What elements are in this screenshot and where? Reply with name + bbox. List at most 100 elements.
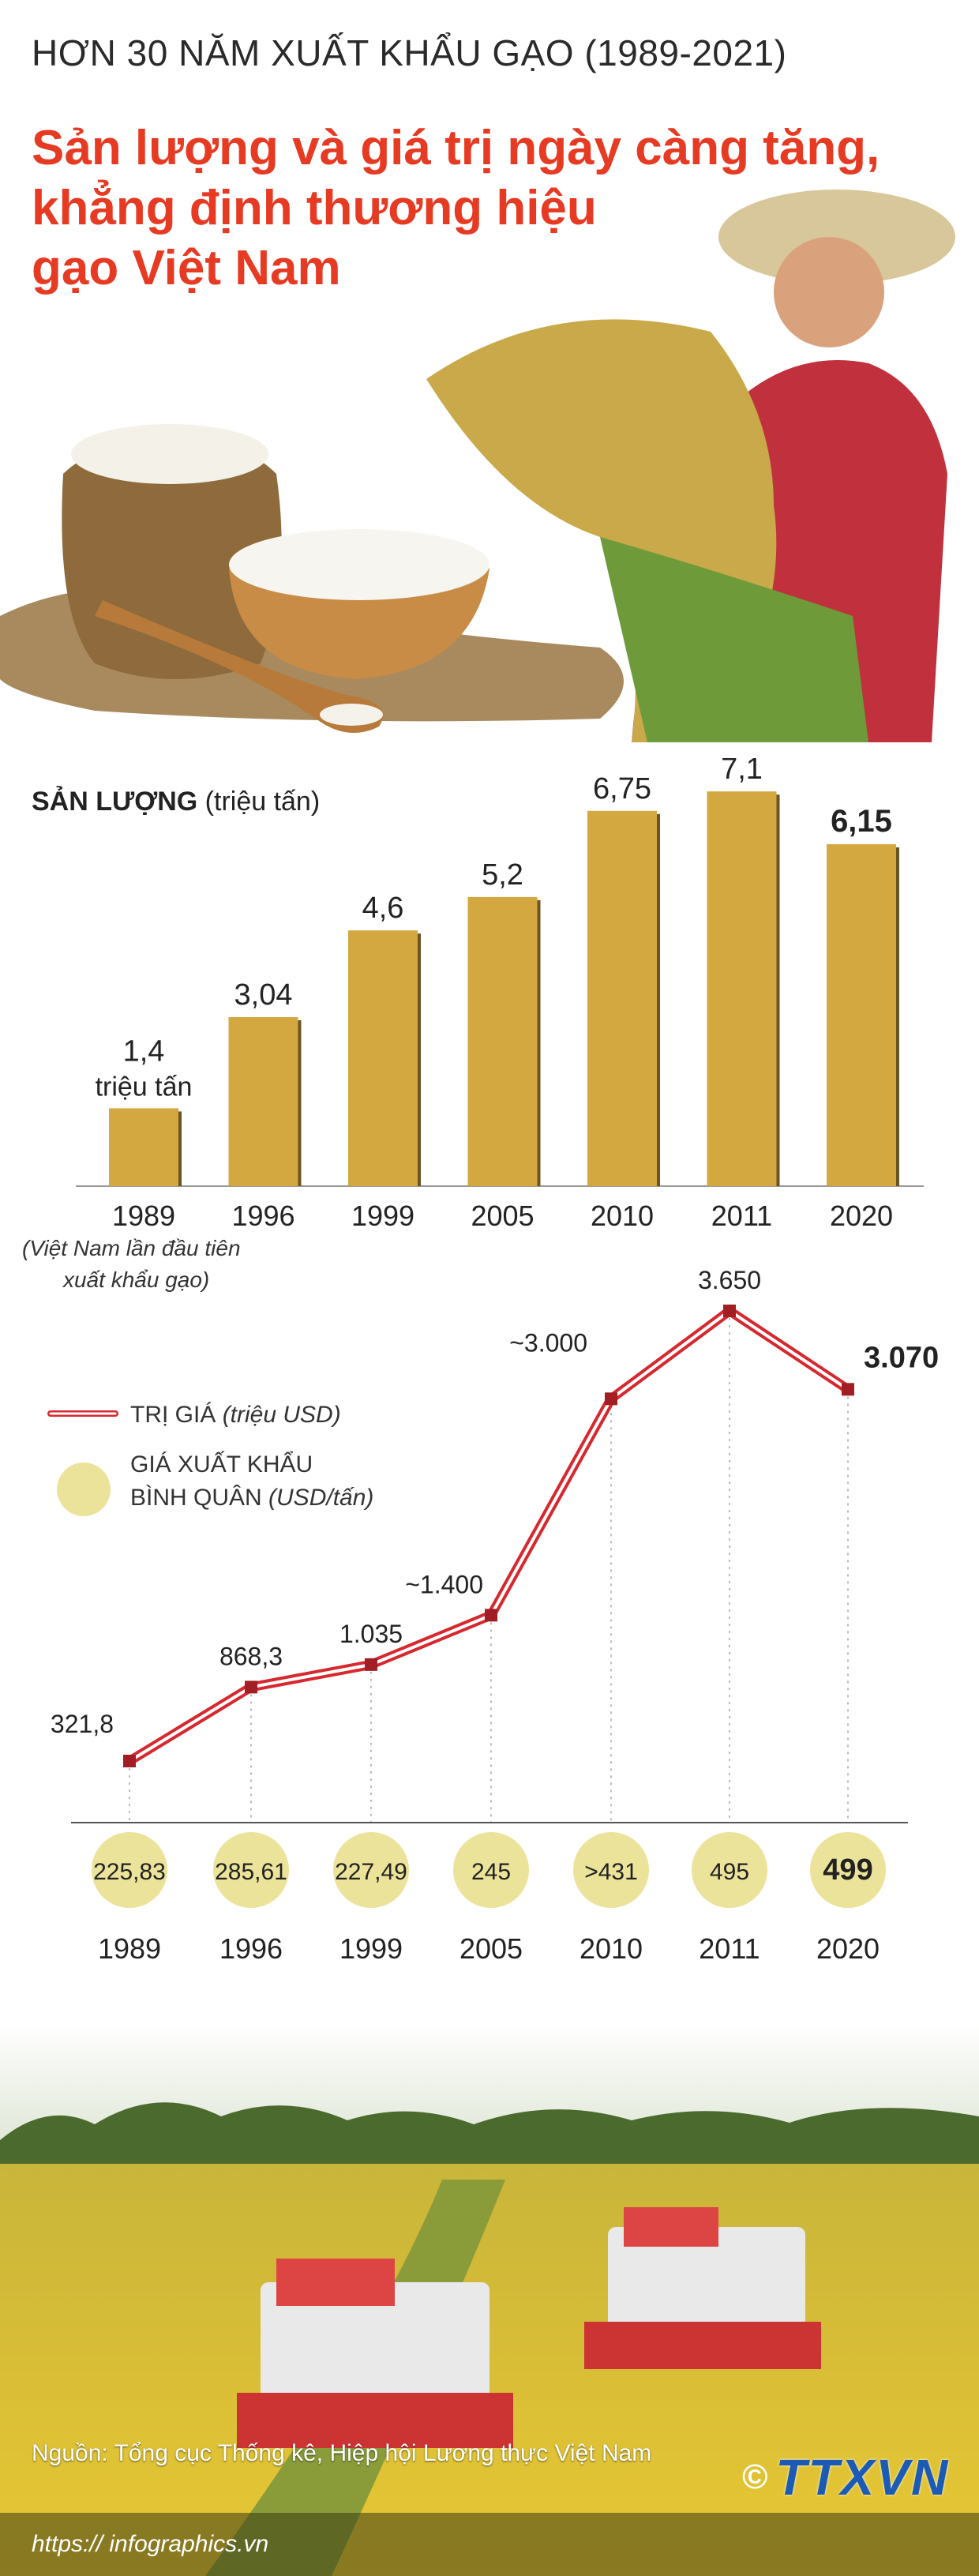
bar-1996 bbox=[228, 1016, 298, 1186]
price-circles-group: 225,83 285,61 227,49 245 >431 495 499 bbox=[92, 1832, 886, 1908]
first-export-note-line2: xuất khẩu gạo) bbox=[63, 1267, 210, 1292]
price-label: 227,49 bbox=[335, 1859, 407, 1885]
bar-1989 bbox=[109, 1108, 178, 1186]
bar-value-label: 1,4 bbox=[123, 1035, 165, 1068]
value-point-2011 bbox=[723, 1305, 736, 1317]
value-point-2010 bbox=[605, 1392, 617, 1406]
guide-lines-group bbox=[129, 1311, 849, 1823]
production-heading-bold: SẢN LƯỢNG bbox=[32, 787, 198, 817]
bar-year-label: 2020 bbox=[830, 1200, 893, 1232]
price-circle-2020 bbox=[810, 1832, 886, 1908]
value-legend-unit: (triệu USD) bbox=[222, 1402, 341, 1428]
conical-hat bbox=[718, 190, 955, 284]
bar-year-label: 1989 bbox=[112, 1200, 175, 1232]
value-line-group bbox=[125, 1306, 853, 1766]
title-line-2: khẳng định thương hiệu bbox=[32, 181, 597, 235]
bar-year-label: 1999 bbox=[351, 1200, 414, 1232]
value-line-outer bbox=[125, 1306, 853, 1766]
bar-2011 bbox=[707, 791, 777, 1186]
price-label: 495 bbox=[710, 1859, 749, 1885]
supertitle: HƠN 30 NĂM XUẤT KHẨU GẠO (1989-2021) bbox=[32, 32, 787, 73]
source-note: Nguồn: Tổng cục Thống kê, Hiệp hội Lương… bbox=[32, 2440, 652, 2466]
value-label: ~3.000 bbox=[509, 1328, 587, 1357]
site-url[interactable]: https:// infographics.vn bbox=[32, 2531, 269, 2557]
bar-2010 bbox=[587, 810, 657, 1186]
sack-rice-top bbox=[71, 424, 268, 484]
logo-text: TTXVN bbox=[775, 2449, 950, 2506]
value-label: 321,8 bbox=[51, 1710, 114, 1738]
bars-group: 1,4 triệu tấn 1989 3,04 1996 4,6 1999 5,2 2005 6,… bbox=[96, 758, 899, 1232]
bowl-rice bbox=[229, 529, 490, 600]
ttxvn-logo: © TTXVN bbox=[742, 2448, 949, 2507]
price-legend-unit: (USD/tấn) bbox=[268, 1485, 374, 1511]
price-label: >431 bbox=[584, 1859, 638, 1885]
value-year-label: 2005 bbox=[459, 1932, 523, 1965]
value-points-group bbox=[123, 1305, 854, 1767]
value-point-1989 bbox=[123, 1755, 136, 1767]
farmer-face bbox=[774, 237, 884, 347]
bar-year-label: 2005 bbox=[471, 1200, 534, 1232]
bar-2005 bbox=[467, 896, 538, 1186]
hero-illustration bbox=[0, 190, 955, 742]
price-circle-1989 bbox=[92, 1832, 167, 1908]
value-year-label: 1996 bbox=[219, 1932, 283, 1965]
title-line-1: Sản lượng và giá trị ngày càng tăng, bbox=[32, 121, 880, 175]
tree-line bbox=[0, 2102, 979, 2180]
bar-value-label: 7,1 bbox=[721, 758, 763, 786]
price-label: 499 bbox=[823, 1853, 872, 1887]
spoon-rice bbox=[320, 704, 383, 726]
value-label: ~1.400 bbox=[405, 1570, 483, 1598]
value-point-1999 bbox=[365, 1658, 377, 1671]
bar-value-label: 4,6 bbox=[362, 892, 404, 925]
value-point-1996 bbox=[245, 1680, 257, 1694]
value-year-label: 2011 bbox=[699, 1932, 760, 1965]
value-labels-group: 321,8 868,3 1.035~1.400 ~3.000 3.650 3.070 bbox=[51, 1266, 939, 1738]
bar-value-label: 6,75 bbox=[593, 772, 651, 805]
bar-value-label: 3,04 bbox=[234, 978, 293, 1012]
price-legend-line1: GIÁ XUẤT KHẨU bbox=[130, 1451, 313, 1478]
value-year-label: 2010 bbox=[580, 1932, 643, 1965]
value-label: 1.035 bbox=[339, 1620, 403, 1648]
value-label: 868,3 bbox=[219, 1642, 283, 1670]
rice-stalks bbox=[600, 537, 868, 742]
value-label: 3.070 bbox=[864, 1341, 939, 1374]
wooden-spoon bbox=[95, 600, 383, 733]
bar-2020 bbox=[827, 844, 896, 1186]
value-year-label: 1999 bbox=[339, 1932, 403, 1965]
production-heading: SẢN LƯỢNG (triệu tấn) bbox=[32, 787, 320, 817]
production-bar-chart: 1,4 triệu tấn 1989 3,04 1996 4,6 1999 5,2 2005 6,… bbox=[76, 758, 924, 1232]
value-label: 3.650 bbox=[698, 1266, 761, 1294]
copyright-icon: © bbox=[742, 2458, 768, 2496]
bar-year-label: 1996 bbox=[231, 1200, 294, 1232]
price-circle-2005 bbox=[453, 1832, 529, 1908]
price-circle-2010 bbox=[573, 1832, 649, 1908]
price-label: 245 bbox=[471, 1859, 511, 1885]
bar-1999 bbox=[348, 930, 418, 1186]
bar-year-label: 2010 bbox=[591, 1200, 654, 1232]
price-legend-line2: BÌNH QUÂN (USD/tấn) bbox=[130, 1485, 373, 1511]
price-legend-circle-icon bbox=[57, 1463, 111, 1516]
production-heading-unit: (triệu tấn) bbox=[204, 787, 321, 817]
value-year-label: 2020 bbox=[816, 1932, 880, 1965]
price-label: 285,61 bbox=[215, 1859, 287, 1885]
value-point-2020 bbox=[842, 1383, 854, 1396]
value-legend-label: TRỊ GIÁ (triệu USD) bbox=[130, 1402, 341, 1429]
value-legend-name: TRỊ GIÁ bbox=[130, 1402, 216, 1428]
harvester-right bbox=[584, 2207, 821, 2369]
price-circle-1996 bbox=[213, 1832, 289, 1908]
price-circle-2011 bbox=[692, 1832, 767, 1908]
title-line-3: gạo Việt Nam bbox=[32, 241, 341, 295]
harvester-left bbox=[237, 2259, 513, 2448]
bar-year-label: 2011 bbox=[711, 1200, 772, 1232]
price-circle-1999 bbox=[333, 1832, 409, 1908]
value-line-chart: 321,8 868,3 1.035~1.400 ~3.000 3.650 3.070 22… bbox=[51, 1266, 939, 1965]
harvest-field-photo bbox=[0, 2022, 979, 2576]
value-year-label: 1989 bbox=[98, 1932, 161, 1965]
value-legend-line-icon bbox=[47, 1410, 118, 1417]
footer-bar bbox=[0, 2513, 979, 2576]
wooden-bowl bbox=[229, 569, 490, 679]
value-point-2005 bbox=[485, 1609, 497, 1622]
price-legend-name: BÌNH QUÂN bbox=[130, 1485, 262, 1511]
bar-unit-label: triệu tấn bbox=[96, 1072, 193, 1102]
bar-value-label: 6,15 bbox=[831, 804, 892, 839]
